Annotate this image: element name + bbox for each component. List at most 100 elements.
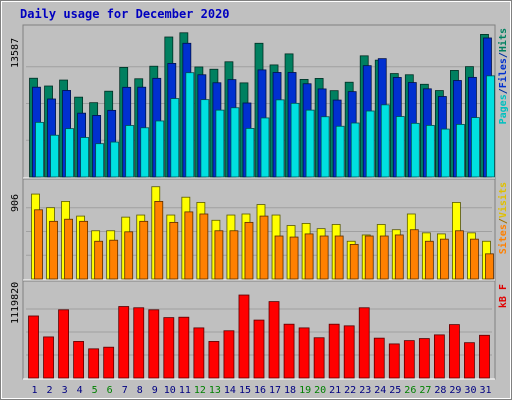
series-legend: Pages/Files/Hits [497, 28, 509, 124]
bar-kb-f-day-19 [298, 327, 310, 379]
series-kb-f [28, 294, 490, 379]
bar-sites-day-23 [364, 235, 374, 280]
bar-sites-day-24 [379, 235, 389, 280]
bar-pages-day-28 [440, 128, 450, 178]
bar-pages-day-18 [290, 102, 300, 178]
x-tick-label: 6 [107, 385, 113, 396]
x-tick-label: 21 [329, 385, 341, 396]
y-axis-max-label: 906 [10, 194, 21, 212]
x-tick-label: 25 [389, 385, 401, 396]
x-tick-label: 11 [179, 385, 191, 396]
bar-sites-day-13 [214, 230, 224, 280]
series-legend: kB F [498, 284, 509, 308]
bar-pages-day-19 [305, 109, 315, 178]
bar-kb-f-day-8 [133, 307, 145, 379]
bar-sites-day-28 [439, 238, 449, 280]
bar-pages-day-25 [395, 116, 405, 178]
x-axis-labels: 1 2 3 4 5 6 7 8 9 10 11 12 13 14 15 16 17 18 19 20 21 22 23 24 2… [32, 385, 492, 396]
bar-sites-day-16 [259, 215, 269, 280]
x-tick-label: 1 [32, 385, 38, 396]
series-sites [34, 201, 494, 280]
y-axis-max-label: 13587 [10, 38, 21, 68]
legend-entry: Pages [498, 94, 509, 124]
bar-sites-day-17 [274, 235, 284, 280]
bar-kb-f-day-20 [313, 337, 325, 379]
bar-kb-f-day-6 [103, 346, 115, 379]
bar-sites-day-8 [139, 220, 149, 280]
bar-sites-day-30 [470, 238, 479, 280]
x-tick-label: 30 [464, 385, 476, 396]
legend-entry: / [498, 218, 509, 224]
bar-pages-day-22 [350, 122, 360, 178]
bar-kb-f-day-17 [268, 301, 280, 379]
bar-pages-day-7 [125, 125, 135, 178]
bar-kb-f-day-9 [148, 309, 160, 379]
bar-pages-day-6 [110, 141, 120, 178]
bar-pages-day-10 [170, 98, 180, 178]
bar-pages-day-13 [215, 109, 225, 178]
bar-kb-f-day-13 [208, 341, 220, 379]
x-tick-label: 26 [404, 385, 416, 396]
bar-pages-day-11 [185, 72, 195, 178]
bar-pages-day-24 [380, 104, 390, 178]
panel-2: 906 Sites/Visits [10, 178, 509, 281]
x-tick-label: 3 [62, 385, 68, 396]
bar-pages-day-31 [486, 75, 495, 178]
x-tick-label: 29 [449, 385, 461, 396]
bar-kb-f-day-7 [118, 306, 130, 379]
legend-entry: kB F [498, 284, 509, 308]
bar-sites-day-6 [109, 239, 119, 280]
x-tick-label: 8 [137, 385, 143, 396]
bar-sites-day-19 [304, 233, 314, 280]
bar-sites-day-12 [199, 213, 209, 280]
bar-sites-day-4 [79, 220, 89, 280]
legend-entry: / [498, 52, 509, 58]
bar-sites-day-22 [349, 243, 359, 280]
bar-kb-f-day-18 [283, 323, 295, 379]
bar-sites-day-29 [455, 230, 464, 280]
legend-entry: Files [497, 58, 509, 88]
bar-kb-f-day-30 [464, 342, 475, 379]
bar-kb-f-day-3 [58, 309, 69, 379]
bar-kb-f-day-22 [343, 325, 355, 379]
bar-kb-f-day-10 [163, 317, 175, 379]
x-tick-label: 22 [344, 385, 356, 396]
bar-kb-f-day-28 [433, 334, 445, 379]
x-tick-label: 31 [479, 385, 491, 396]
x-tick-label: 24 [374, 385, 386, 396]
x-tick-label: 18 [284, 385, 296, 396]
bar-sites-day-26 [409, 229, 419, 280]
bar-kb-f-day-12 [193, 327, 205, 379]
x-tick-label: 19 [299, 385, 311, 396]
bar-kb-f-day-2 [43, 336, 54, 379]
bar-kb-f-day-21 [328, 323, 340, 379]
bar-kb-f-day-11 [178, 316, 190, 379]
x-tick-label: 20 [314, 385, 326, 396]
bar-sites-day-27 [424, 240, 434, 280]
bar-pages-day-5 [95, 143, 105, 178]
bar-sites-day-9 [154, 201, 164, 280]
bar-sites-day-2 [49, 220, 58, 280]
panel-3: 1119820 kB F [10, 280, 509, 380]
chart-title: Daily usage for December 2020 [20, 7, 230, 21]
x-tick-label: 7 [122, 385, 128, 396]
bar-kb-f-day-31 [479, 334, 490, 379]
x-tick-label: 13 [209, 385, 221, 396]
x-tick-label: 27 [419, 385, 431, 396]
bar-pages-day-3 [65, 128, 74, 178]
bar-pages-day-8 [140, 127, 150, 178]
bar-sites-day-3 [64, 218, 73, 280]
bar-pages-day-29 [456, 124, 465, 178]
bar-pages-day-9 [155, 120, 165, 178]
bar-kb-f-day-15 [238, 294, 250, 379]
bar-sites-day-18 [289, 236, 299, 280]
bar-kb-f-day-4 [73, 341, 85, 379]
bar-pages-day-17 [275, 99, 285, 178]
bar-pages-day-1 [35, 121, 44, 178]
bar-pages-day-16 [260, 117, 270, 178]
legend-entry: Sites [497, 224, 509, 254]
bar-sites-day-11 [184, 211, 194, 280]
x-tick-label: 2 [47, 385, 53, 396]
